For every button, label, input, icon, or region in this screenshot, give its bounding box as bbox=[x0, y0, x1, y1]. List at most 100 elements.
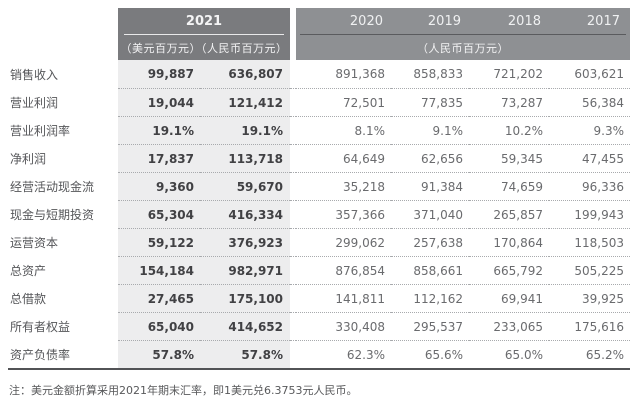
value-2017: 603,621 bbox=[574, 67, 624, 81]
footnote: 注：美元金额折算采用2021年期末汇率，即1美元兑6.3753元人民币。 bbox=[9, 384, 358, 397]
column-gap bbox=[290, 200, 296, 228]
column-group-2021: 2021 （美元百万元）（人民币百万元） bbox=[118, 8, 290, 60]
value-2021-usd: 17,837 bbox=[118, 144, 200, 172]
table-row: 经营活动现金流 9,360 59,670 35,218 91,384 74,65… bbox=[8, 172, 630, 200]
value-2021-usd: 19.1% bbox=[118, 116, 200, 144]
row-label: 运营资本 bbox=[10, 235, 59, 250]
value-2021-usd: 27,465 bbox=[118, 284, 200, 312]
row-label: 经营活动现金流 bbox=[10, 179, 95, 194]
column-gap bbox=[290, 228, 296, 256]
year-header-2020: 2020 bbox=[349, 13, 383, 29]
value-2019: 858,833 bbox=[413, 67, 463, 81]
value-2021-usd: 9,360 bbox=[118, 172, 200, 200]
value-2017: 175,616 bbox=[549, 312, 630, 340]
year-header-2018: 2018 bbox=[507, 13, 541, 29]
column-gap bbox=[290, 116, 296, 144]
value-2019: 257,638 bbox=[391, 228, 469, 256]
value-2018: 170,864 bbox=[469, 228, 549, 256]
table-body: 销售收入 99,887 636,807 891,368 858,833 721,… bbox=[8, 60, 630, 370]
column-gap bbox=[290, 172, 296, 200]
column-gap bbox=[290, 88, 296, 116]
value-2021-usd: 57.8% bbox=[118, 340, 200, 368]
value-2018: 69,941 bbox=[469, 284, 549, 312]
unit-header-2021: （美元百万元）（人民币百万元） bbox=[120, 41, 288, 55]
year-header-2019: 2019 bbox=[427, 13, 461, 29]
value-2021-cny: 636,807 bbox=[200, 60, 290, 88]
value-2021-usd: 65,304 bbox=[118, 200, 200, 228]
value-2020: 72,501 bbox=[296, 88, 391, 116]
value-2020: 35,218 bbox=[296, 172, 391, 200]
value-2018: 721,202 bbox=[493, 67, 543, 81]
value-2021-usd: 19,044 bbox=[118, 88, 200, 116]
year-header-2017: 2017 bbox=[586, 13, 620, 29]
table-header: 2021 （美元百万元）（人民币百万元） 2020 2019 2018 2017… bbox=[8, 8, 630, 60]
row-label: 销售收入 bbox=[10, 67, 59, 82]
year-header-2021: 2021 bbox=[124, 8, 284, 35]
value-2021-cny: 57.8% bbox=[200, 340, 290, 368]
row-label: 现金与短期投资 bbox=[10, 207, 95, 222]
value-2019: 77,835 bbox=[391, 88, 469, 116]
table-row: 销售收入 99,887 636,807 891,368 858,833 721,… bbox=[8, 60, 630, 88]
value-2021-cny: 59,670 bbox=[200, 172, 290, 200]
row-label: 营业利润 bbox=[10, 95, 59, 110]
value-2019: 91,384 bbox=[391, 172, 469, 200]
value-2020: 357,366 bbox=[296, 200, 391, 228]
value-2020: 8.1% bbox=[296, 116, 391, 144]
table-row: 总借款 27,465 175,100 141,811 112,162 69,94… bbox=[8, 284, 630, 312]
column-gap bbox=[290, 312, 296, 340]
value-2019: 112,162 bbox=[391, 284, 469, 312]
row-label: 营业利润率 bbox=[10, 123, 71, 138]
value-2017: 199,943 bbox=[549, 200, 630, 228]
table-row: 营业利润率 19.1% 19.1% 8.1% 9.1% 10.2% 9.3% bbox=[8, 116, 630, 144]
value-2017: 56,384 bbox=[549, 88, 630, 116]
value-2018: 665,792 bbox=[469, 256, 549, 284]
value-2021-usd: 99,887 bbox=[118, 60, 200, 88]
column-gap bbox=[290, 144, 296, 172]
value-2018: 10.2% bbox=[469, 116, 549, 144]
value-2017: 505,225 bbox=[549, 256, 630, 284]
column-group-prior-years: 2020 2019 2018 2017 （人民币百万元） bbox=[296, 8, 630, 60]
column-gap bbox=[290, 256, 296, 284]
value-2019: 858,661 bbox=[391, 256, 469, 284]
column-gap bbox=[290, 284, 296, 312]
value-2018: 74,659 bbox=[469, 172, 549, 200]
value-2020: 141,811 bbox=[296, 284, 391, 312]
row-label: 总借款 bbox=[10, 291, 47, 306]
value-2021-cny: 113,718 bbox=[200, 144, 290, 172]
row-label: 所有者权益 bbox=[10, 319, 71, 334]
value-2021-usd: 59,122 bbox=[118, 228, 200, 256]
value-2021-cny: 416,334 bbox=[200, 200, 290, 228]
table-row: 总资产 154,184 982,971 876,854 858,661 665,… bbox=[8, 256, 630, 284]
value-2020: 876,854 bbox=[296, 256, 391, 284]
value-2018: 73,287 bbox=[469, 88, 549, 116]
value-2020: 299,062 bbox=[296, 228, 391, 256]
value-2017: 9.3% bbox=[549, 116, 630, 144]
unit-header-prior-years: （人民币百万元） bbox=[417, 41, 509, 55]
value-2017: 39,925 bbox=[549, 284, 630, 312]
value-2017: 96,336 bbox=[549, 172, 630, 200]
value-2021-cny: 414,652 bbox=[200, 312, 290, 340]
value-2018: 233,065 bbox=[469, 312, 549, 340]
value-2019: 65.6% bbox=[391, 340, 469, 368]
value-2021-cny: 175,100 bbox=[200, 284, 290, 312]
value-2021-cny: 376,923 bbox=[200, 228, 290, 256]
value-2018: 59,345 bbox=[469, 144, 549, 172]
table-row: 现金与短期投资 65,304 416,334 357,366 371,040 2… bbox=[8, 200, 630, 228]
table-row: 净利润 17,837 113,718 64,649 62,656 59,345 … bbox=[8, 144, 630, 172]
value-2021-cny: 19.1% bbox=[200, 116, 290, 144]
value-2021-usd: 154,184 bbox=[118, 256, 200, 284]
table-row: 营业利润 19,044 121,412 72,501 77,835 73,287… bbox=[8, 88, 630, 116]
header-label-spacer bbox=[8, 8, 118, 60]
row-label: 总资产 bbox=[10, 263, 47, 278]
value-2019: 295,537 bbox=[391, 312, 469, 340]
value-2017: 47,455 bbox=[549, 144, 630, 172]
value-2019: 62,656 bbox=[391, 144, 469, 172]
value-2021-cny: 121,412 bbox=[200, 88, 290, 116]
value-2019: 371,040 bbox=[391, 200, 469, 228]
table-row: 所有者权益 65,040 414,652 330,408 295,537 233… bbox=[8, 312, 630, 340]
value-2017: 65.2% bbox=[549, 340, 630, 368]
row-label: 净利润 bbox=[10, 151, 47, 166]
value-2018: 265,857 bbox=[469, 200, 549, 228]
value-2020: 891,368 bbox=[335, 67, 385, 81]
